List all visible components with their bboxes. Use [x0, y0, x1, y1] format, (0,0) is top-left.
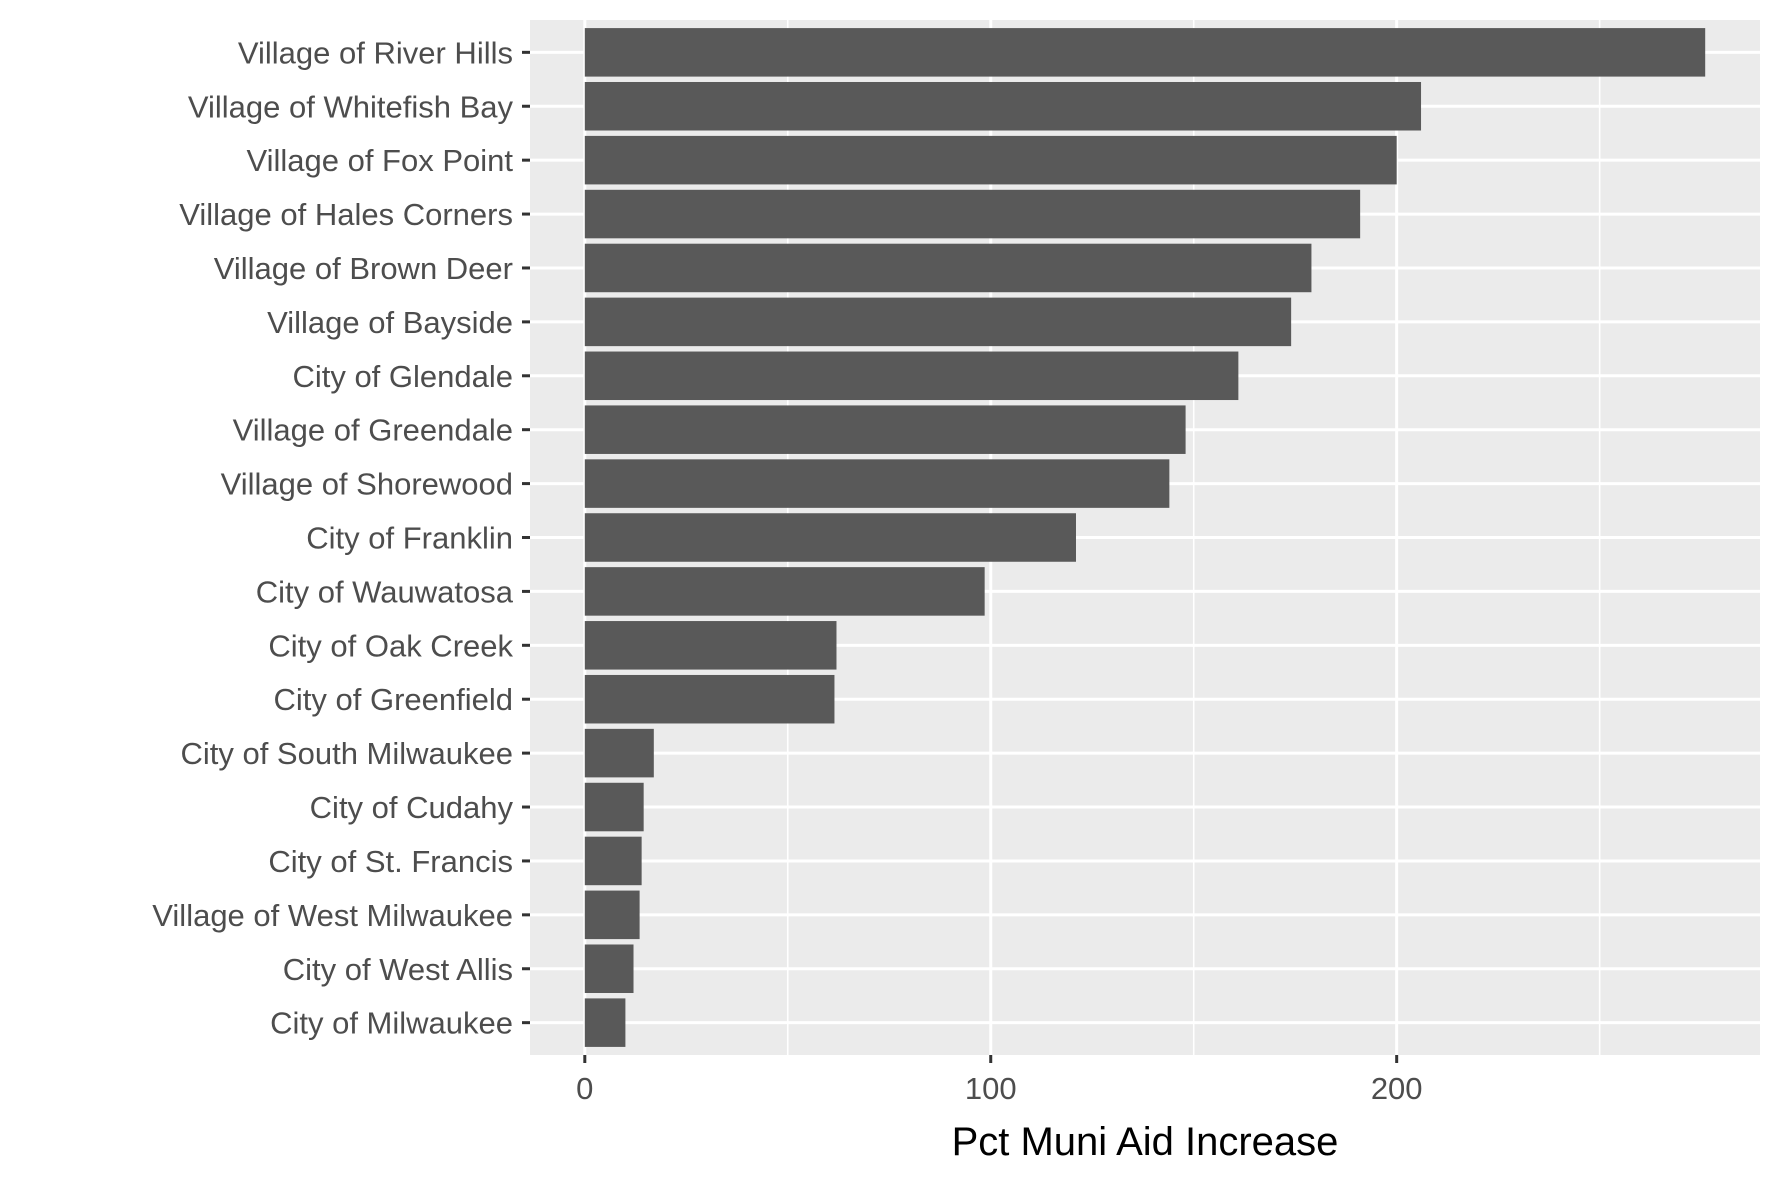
- y-tick-label: Village of Hales Corners: [179, 197, 513, 232]
- bar: [584, 944, 634, 994]
- y-tick-label: Village of Bayside: [267, 305, 513, 340]
- x-tick-label: 0: [576, 1071, 593, 1106]
- y-tick-label: City of Wauwatosa: [256, 574, 514, 609]
- y-tick-label: City of Milwaukee: [270, 1006, 513, 1041]
- y-axis: Village of River Hills Village of Whitefi…: [152, 35, 530, 1041]
- x-tick-label: 100: [965, 1071, 1017, 1106]
- bar: [584, 890, 640, 940]
- bar: [584, 243, 1312, 293]
- y-tick-label: Village of River Hills: [238, 35, 513, 70]
- bar: [584, 297, 1292, 347]
- bars: [584, 28, 1706, 1047]
- y-tick-label: Village of Fox Point: [246, 143, 513, 178]
- bar: [584, 135, 1397, 185]
- bar: [584, 405, 1186, 454]
- y-tick-label: City of Cudahy: [310, 790, 514, 825]
- y-tick-label: City of Oak Creek: [268, 628, 513, 663]
- y-tick-label: City of Greenfield: [274, 682, 514, 717]
- bar: [584, 728, 654, 778]
- bar: [584, 28, 1706, 77]
- bar: [584, 998, 626, 1047]
- bar: [584, 513, 1076, 562]
- bar: [584, 351, 1239, 401]
- y-tick-label: City of Franklin: [306, 521, 513, 556]
- x-axis: 0 100 200: [576, 1055, 1423, 1106]
- bar: [584, 621, 837, 670]
- y-tick-label: City of West Allis: [283, 952, 513, 987]
- bar: [584, 674, 835, 724]
- bar: [584, 782, 644, 832]
- y-tick-label: City of St. Francis: [268, 844, 513, 879]
- bar: [584, 189, 1361, 239]
- y-tick-label: City of Glendale: [292, 359, 513, 394]
- y-tick-label: Village of West Milwaukee: [152, 898, 513, 933]
- bar: [584, 836, 642, 886]
- y-tick-label: Village of Shorewood: [221, 467, 513, 502]
- y-tick-label: Village of Brown Deer: [214, 251, 513, 286]
- x-tick-label: 200: [1371, 1071, 1423, 1106]
- bar: [584, 81, 1422, 131]
- bar: [584, 567, 985, 616]
- x-axis-title: Pct Muni Aid Increase: [952, 1120, 1339, 1164]
- y-tick-label: Village of Greendale: [233, 413, 513, 448]
- bar: [584, 459, 1170, 508]
- y-tick-label: City of South Milwaukee: [180, 736, 513, 771]
- y-tick-label: Village of Whitefish Bay: [188, 89, 514, 124]
